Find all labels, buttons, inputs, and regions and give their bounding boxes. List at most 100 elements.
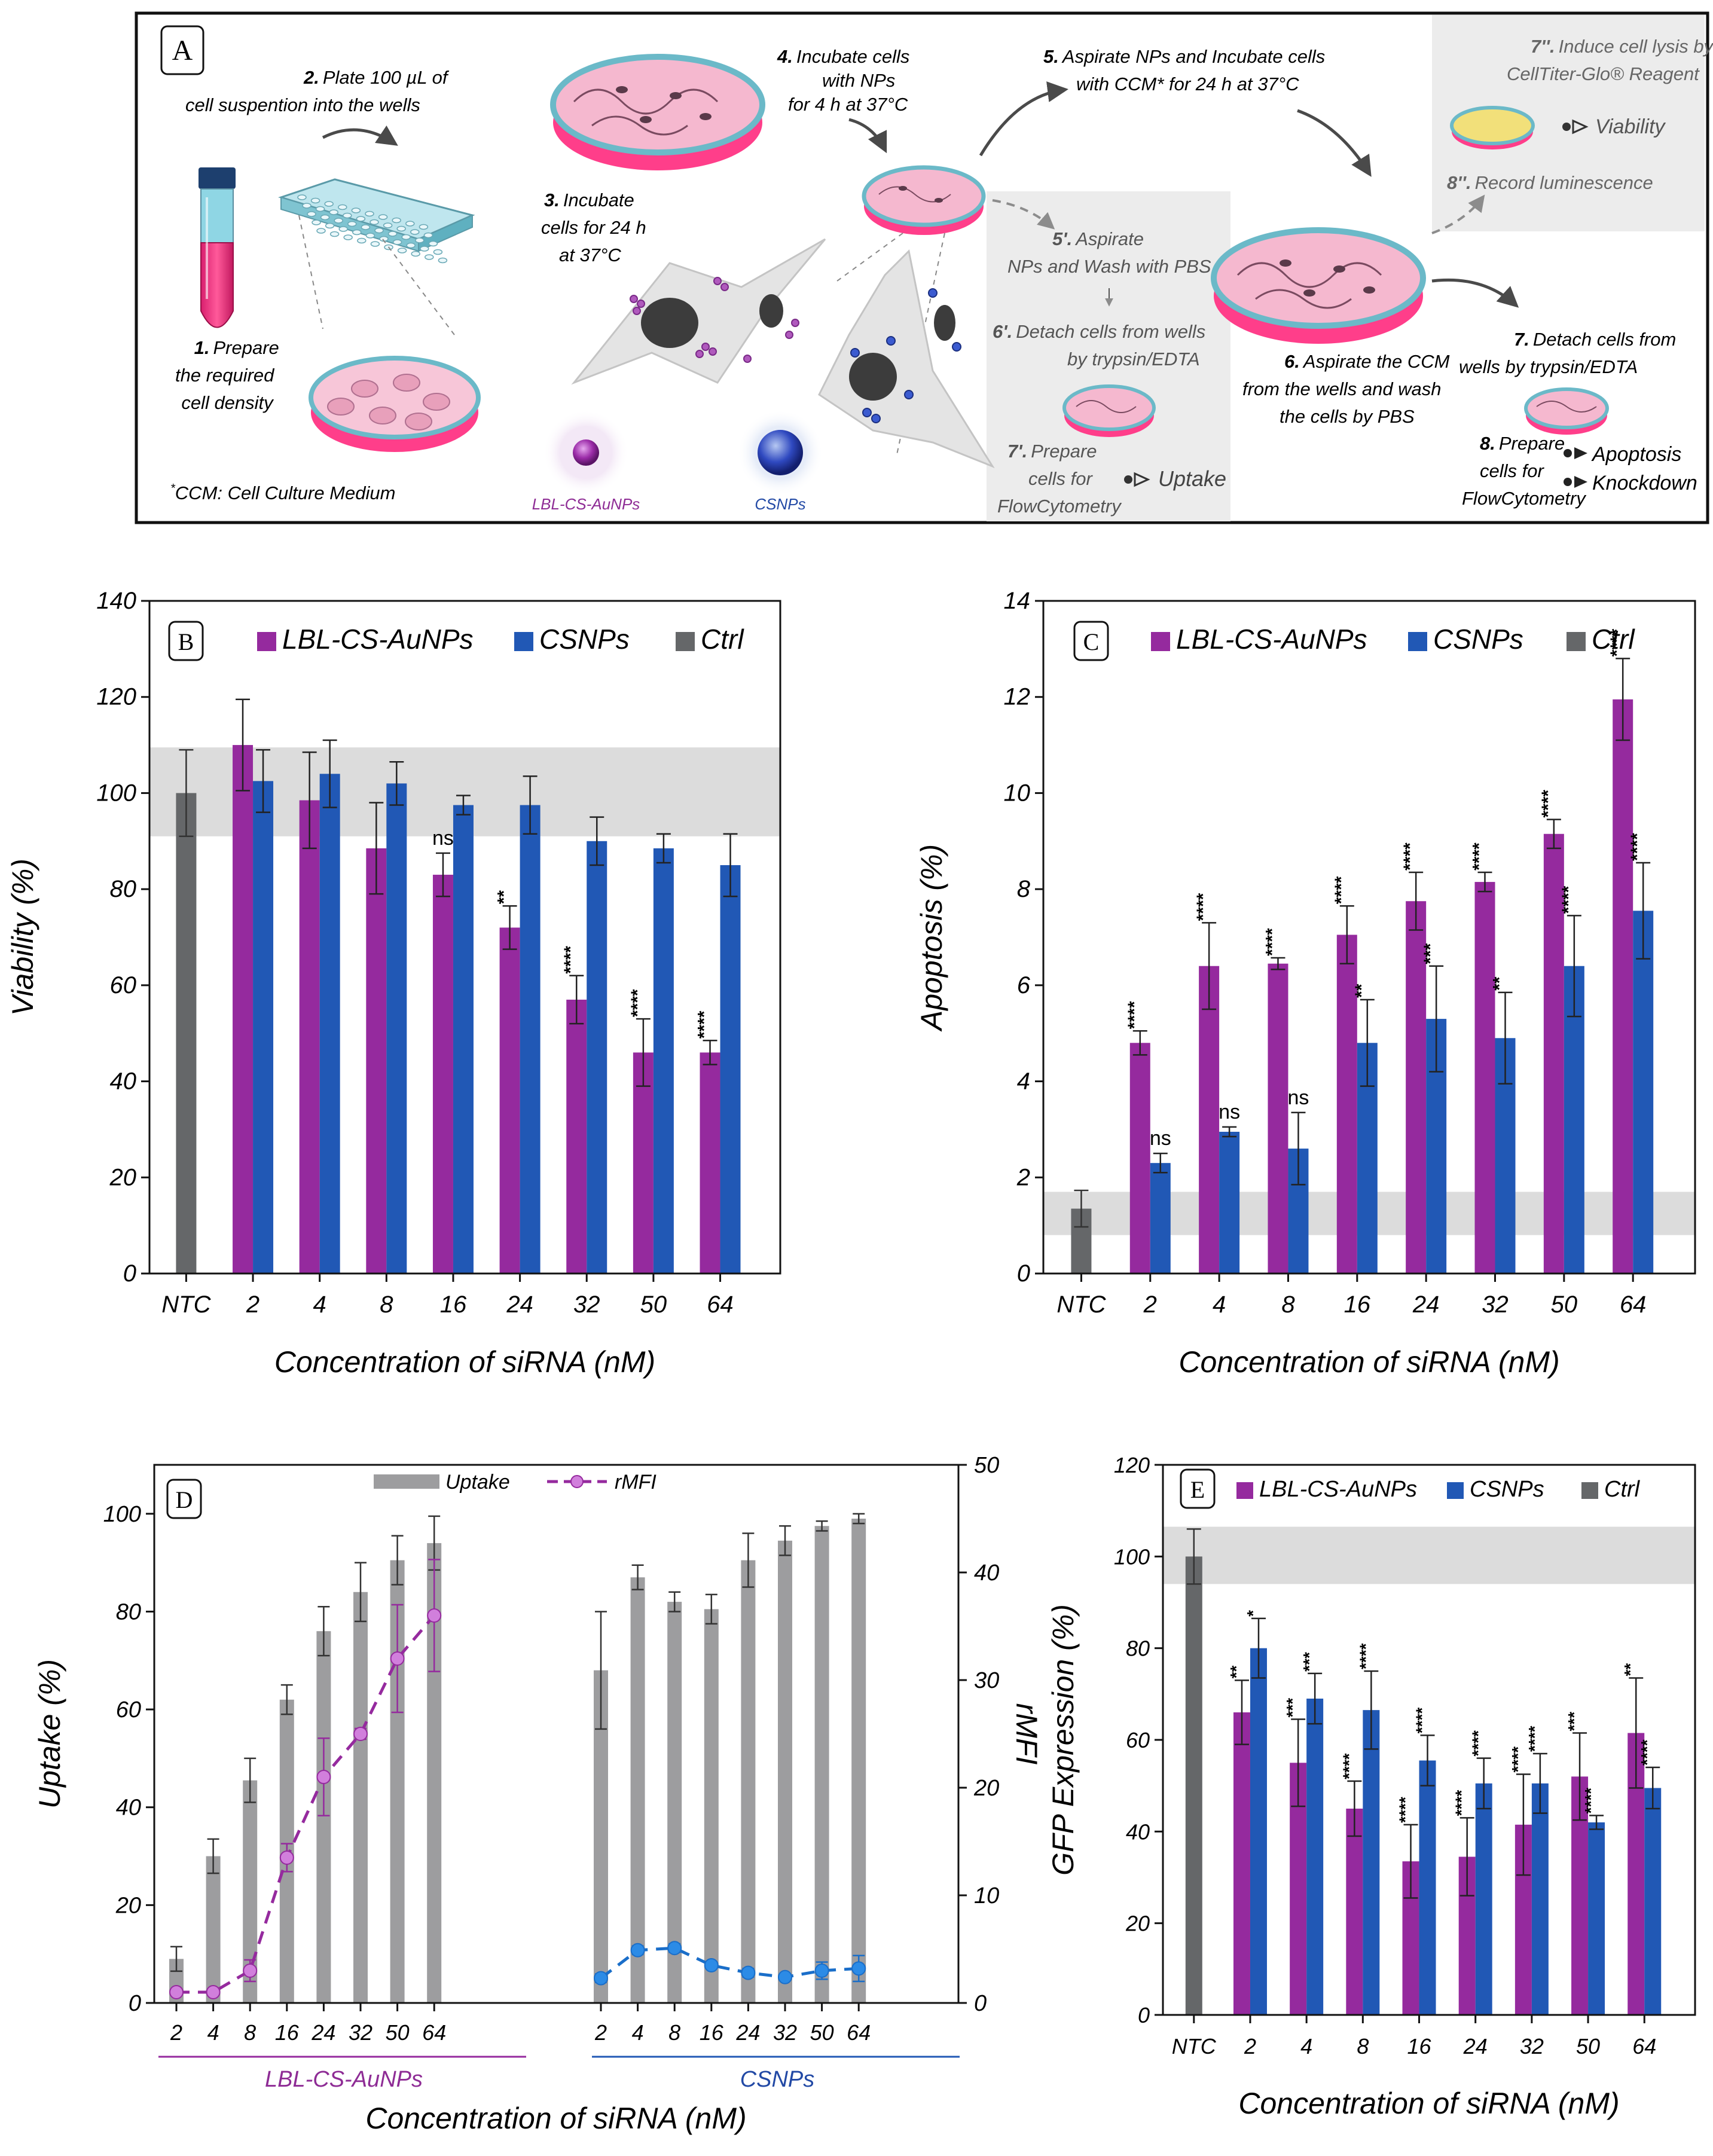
panel-d-uptake-bar bbox=[778, 1540, 792, 2003]
panel-b-bar-cs bbox=[720, 865, 741, 1274]
plate-well bbox=[405, 221, 415, 227]
panel-c-legend-swatch bbox=[1151, 632, 1170, 651]
panel-e-ctrl-bar bbox=[1185, 1556, 1202, 2015]
petri-dish-incubated-icon bbox=[550, 54, 765, 170]
petri-dish-wash-icon bbox=[1211, 227, 1426, 344]
panel-e-significance: *** bbox=[1283, 1698, 1302, 1718]
panel-c-ytick-label: 2 bbox=[1016, 1164, 1030, 1190]
panel-c-significance: ** bbox=[1352, 984, 1372, 998]
panel-d-rmfi-point bbox=[851, 1961, 866, 1976]
plate-well bbox=[420, 246, 429, 252]
panel-c-ytick-label: 4 bbox=[1017, 1068, 1030, 1095]
csnp-icon bbox=[758, 430, 803, 475]
panel-e-xtick-label: 24 bbox=[1463, 2034, 1488, 2059]
panel-b-ytick-label: 80 bbox=[110, 876, 137, 902]
panel-e-significance: **** bbox=[1638, 1739, 1656, 1766]
well-plate-icon bbox=[278, 178, 475, 264]
plate-well bbox=[356, 216, 366, 222]
plate-well bbox=[370, 219, 379, 225]
panel-b-significance: **** bbox=[695, 1010, 714, 1039]
petri-dish-seeded-icon bbox=[309, 356, 481, 452]
plate-well bbox=[343, 234, 353, 240]
panel-d-rmfi-point bbox=[206, 1985, 221, 1999]
panel-b-ylabel: Viability (%) bbox=[6, 859, 39, 1016]
panel-d-xtick-label: 50 bbox=[386, 2020, 410, 2045]
panel-b-ytick-label: 40 bbox=[110, 1068, 137, 1095]
panel-c-xtick-label: 16 bbox=[1344, 1291, 1371, 1318]
panel-b-xtick-label: 50 bbox=[640, 1291, 667, 1318]
panel-c-xtick-label: 8 bbox=[1281, 1291, 1295, 1318]
plate-well bbox=[352, 229, 362, 236]
lbl-np-label: LBL-CS-AuNPs bbox=[532, 495, 640, 513]
panel-d-uptake-bar bbox=[741, 1560, 756, 2003]
panel-d-group-label-lbl: LBL-CS-AuNPs bbox=[265, 2067, 423, 2092]
panel-c-ytick-label: 12 bbox=[1004, 684, 1031, 710]
panel-e-ytick-label: 20 bbox=[1125, 1911, 1150, 1936]
panel-b-bar-cs bbox=[587, 841, 607, 1274]
panel-d-y2label: rMFI bbox=[1010, 1703, 1043, 1765]
panel-d-uptake-bar bbox=[814, 1526, 829, 2003]
panel-e-xtick-label: 64 bbox=[1632, 2034, 1656, 2059]
panel-d-rmfi-point bbox=[427, 1608, 442, 1623]
footnote: *CCM: Cell Culture Medium bbox=[170, 482, 395, 503]
arrowhead-apoptosis bbox=[1574, 447, 1587, 459]
uptake-branch-background bbox=[987, 191, 1230, 521]
panel-d-xtick-label: 32 bbox=[349, 2020, 372, 2045]
panel-e-ylabel: GFP Expression (%) bbox=[1046, 1604, 1080, 1876]
lbl-cs-aunp-icon bbox=[573, 439, 599, 466]
panel-e-bar-cs bbox=[1306, 1699, 1324, 2015]
step3-text: 3. Incubate cells for 24 h at 37°C bbox=[541, 190, 651, 265]
panel-c-panel-letter-box bbox=[1073, 621, 1109, 661]
panel-d-y2tick-label: 10 bbox=[974, 1883, 999, 1908]
panel-b-bar-cs bbox=[386, 783, 407, 1274]
panel-c-significance: **** bbox=[1607, 628, 1627, 656]
panel-c-legend-swatch bbox=[1567, 632, 1586, 651]
panel-d-rmfi-point bbox=[741, 1965, 756, 1980]
panel-e-ytick-label: 100 bbox=[1114, 1544, 1150, 1569]
panel-d-axis-frame bbox=[153, 1464, 960, 2004]
panel-c-xtick-label: 64 bbox=[1620, 1291, 1647, 1318]
panel-b-legend-swatch bbox=[514, 632, 533, 651]
panel-e-xtick-label: 8 bbox=[1357, 2034, 1369, 2059]
panel-e-xtick-label: 2 bbox=[1244, 2034, 1256, 2059]
panel-e-ytick-label: 0 bbox=[1138, 2003, 1150, 2027]
panel-d-rmfi-point bbox=[169, 1985, 184, 1999]
panel-b-panel-letter: B bbox=[178, 628, 194, 655]
panel-d-uptake-bar bbox=[630, 1577, 645, 2003]
panel-b-ytick-label: 0 bbox=[123, 1260, 136, 1287]
plate-well bbox=[423, 232, 433, 239]
plate-well bbox=[378, 214, 388, 220]
panel-c-significance: **** bbox=[1193, 893, 1213, 921]
panel-b-panel-letter-box bbox=[168, 621, 204, 661]
plate-well bbox=[324, 201, 334, 207]
zoom-line-right bbox=[382, 239, 455, 335]
plate-well bbox=[428, 240, 438, 247]
arrowhead-uptake bbox=[1134, 472, 1150, 487]
panel-e-xtick-label: NTC bbox=[1172, 2034, 1217, 2059]
step7-text: 7. Detach cells from wells by trypsin/EDT… bbox=[1459, 329, 1681, 377]
panel-d-xtick-label: 2 bbox=[594, 2020, 607, 2045]
plate-well bbox=[329, 231, 340, 237]
plate-well bbox=[397, 248, 407, 254]
panel-d-xtick-label: 8 bbox=[668, 2020, 680, 2045]
panel-e-significance: *** bbox=[1565, 1712, 1583, 1731]
plate-well bbox=[357, 237, 367, 244]
panel-e-bar-cs bbox=[1475, 1783, 1492, 2015]
arrow-to-step6 bbox=[1297, 109, 1372, 177]
arrow-step4 bbox=[848, 118, 887, 154]
panel-b-xtick-label: 24 bbox=[506, 1291, 533, 1318]
plate-well bbox=[401, 234, 411, 240]
plate-well bbox=[387, 231, 398, 237]
panel-e-reference-band bbox=[1163, 1526, 1695, 1584]
panel-e-ytick-label: 80 bbox=[1126, 1636, 1150, 1661]
panel-c-significance: **** bbox=[1400, 842, 1420, 871]
panel-e-bar-cs bbox=[1644, 1788, 1662, 2015]
panel-b-ytick-label: 100 bbox=[96, 780, 136, 806]
step2-text: 2. Plate 100 µL of cell suspention into t… bbox=[185, 67, 453, 115]
panel-b-bar-lbl bbox=[233, 745, 254, 1274]
panel-c-apoptosis-chart: ****ns****ns****ns**********************… bbox=[915, 588, 1696, 1379]
panel-d-y2tick-label: 0 bbox=[974, 1991, 987, 2016]
plate-well bbox=[315, 206, 325, 212]
